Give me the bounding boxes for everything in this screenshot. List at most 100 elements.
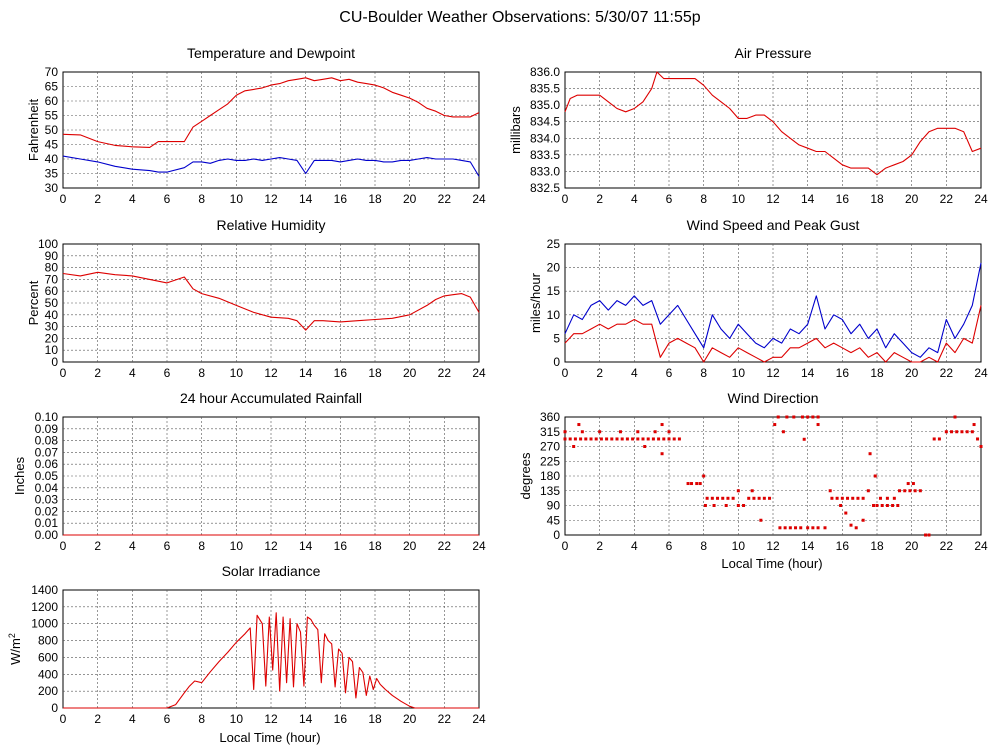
temp-x-tick-label: 12	[264, 192, 278, 206]
direction-data-point	[716, 496, 720, 500]
direction-data-point	[955, 430, 959, 434]
pressure-x-tick-label: 24	[974, 192, 988, 206]
direction-data-point	[868, 452, 872, 456]
pressure-y-tick-label: 833.5	[530, 148, 560, 162]
wind-x-tick-label: 2	[596, 366, 603, 380]
humidity-x-tick-label: 6	[164, 366, 171, 380]
direction-data-point	[944, 430, 948, 434]
direction-data-point	[705, 496, 709, 500]
wind-x-tick-label: 12	[766, 366, 780, 380]
direction-data-point	[773, 423, 777, 427]
pressure-y-axis-label: millibars	[508, 106, 523, 154]
direction-y-tick-label: 45	[547, 513, 561, 527]
direction-x-tick-label: 2	[596, 539, 603, 553]
temp-x-tick-label: 18	[368, 192, 382, 206]
temp-x-tick-label: 0	[60, 192, 67, 206]
temp-y-tick-label: 30	[45, 181, 59, 195]
direction-data-point	[757, 496, 761, 500]
direction-data-point	[924, 533, 928, 537]
humidity-x-tick-label: 8	[198, 366, 205, 380]
direction-data-point	[677, 437, 681, 441]
direction-data-point	[726, 496, 730, 500]
solar-x-tick-label: 6	[164, 712, 171, 726]
temp-y-axis-label: Fahrenheit	[26, 99, 41, 162]
rain-x-tick-label: 2	[94, 539, 101, 553]
temp-series-line-0	[62, 77, 480, 148]
direction-data-point	[979, 445, 983, 448]
wind-y-tick-label: 10	[547, 308, 561, 322]
solar-x-tick-label: 8	[198, 712, 205, 726]
rain-x-tick-label: 18	[368, 539, 382, 553]
pressure-x-tick-label: 20	[905, 192, 919, 206]
direction-data-point	[861, 496, 865, 500]
direction-data-point	[599, 437, 603, 441]
direction-data-point	[885, 504, 889, 507]
rain-y-tick-label: 0.04	[35, 481, 59, 495]
direction-x-axis-label: Local Time (hour)	[721, 556, 822, 571]
direction-y-tick-label: 0	[553, 528, 560, 542]
direction-data-point	[631, 437, 635, 441]
wind-y-tick-label: 15	[547, 284, 561, 298]
direction-data-point	[891, 504, 895, 507]
temp-x-tick-label: 20	[403, 192, 417, 206]
solar-y-tick-label: 400	[38, 667, 58, 681]
rain-y-tick-label: 0.02	[35, 504, 59, 518]
rain-x-tick-label: 8	[198, 539, 205, 553]
direction-chart-title: Wind Direction	[727, 390, 818, 406]
direction-data-point	[731, 496, 735, 500]
direction-x-tick-label: 6	[666, 539, 673, 553]
solar-y-tick-label: 800	[38, 634, 58, 648]
direction-data-point	[785, 415, 789, 419]
direction-data-point	[800, 415, 804, 419]
direction-data-point	[932, 437, 936, 441]
direction-data-point	[579, 437, 583, 441]
direction-x-tick-label: 12	[766, 539, 780, 553]
humidity-x-tick-label: 18	[368, 366, 382, 380]
direction-data-point	[880, 504, 884, 507]
temp-x-tick-label: 24	[472, 192, 486, 206]
temp-x-tick-label: 16	[334, 192, 348, 206]
pressure-x-tick-label: 14	[801, 192, 815, 206]
humidity-y-tick-label: 80	[45, 261, 59, 275]
direction-data-point	[802, 437, 806, 441]
direction-data-point	[918, 489, 922, 493]
wind-x-tick-label: 24	[974, 366, 988, 380]
direction-data-point	[563, 437, 567, 441]
direction-data-point	[806, 526, 810, 530]
pressure-y-tick-label: 835.5	[530, 82, 560, 96]
temp-x-tick-label: 22	[438, 192, 452, 206]
wind-y-tick-label: 25	[547, 237, 561, 251]
direction-data-point	[615, 437, 619, 441]
wind-y-tick-label: 0	[553, 355, 560, 369]
direction-data-point	[953, 415, 957, 419]
solar-x-tick-label: 18	[368, 712, 382, 726]
direction-data-point	[580, 430, 584, 434]
pressure-x-tick-label: 16	[836, 192, 850, 206]
direction-data-point	[736, 504, 740, 507]
humidity-x-tick-label: 16	[334, 366, 348, 380]
direction-data-point	[970, 430, 974, 434]
direction-data-point	[686, 482, 690, 486]
direction-data-point	[662, 437, 666, 441]
direction-data-point	[844, 511, 848, 515]
solar-x-tick-label: 12	[264, 712, 278, 726]
solar-y-tick-label: 1400	[31, 583, 58, 597]
direction-data-point	[667, 430, 671, 434]
direction-data-point	[721, 496, 725, 500]
humidity-x-tick-label: 0	[60, 366, 67, 380]
temp-x-tick-label: 8	[198, 192, 205, 206]
solar-x-tick-label: 0	[60, 712, 67, 726]
humidity-y-tick-label: 20	[45, 331, 59, 345]
humidity-y-axis-label: Percent	[26, 280, 41, 325]
direction-data-point	[906, 482, 910, 486]
direction-x-tick-label: 20	[905, 539, 919, 553]
direction-data-point	[636, 437, 640, 441]
direction-data-point	[878, 496, 882, 500]
direction-data-point	[898, 489, 902, 493]
humidity-y-tick-label: 40	[45, 308, 59, 322]
direction-data-point	[806, 415, 810, 419]
wind-x-tick-label: 10	[732, 366, 746, 380]
wind-x-tick-label: 22	[940, 366, 954, 380]
direction-y-tick-label: 180	[540, 469, 560, 483]
direction-data-point	[657, 437, 661, 441]
